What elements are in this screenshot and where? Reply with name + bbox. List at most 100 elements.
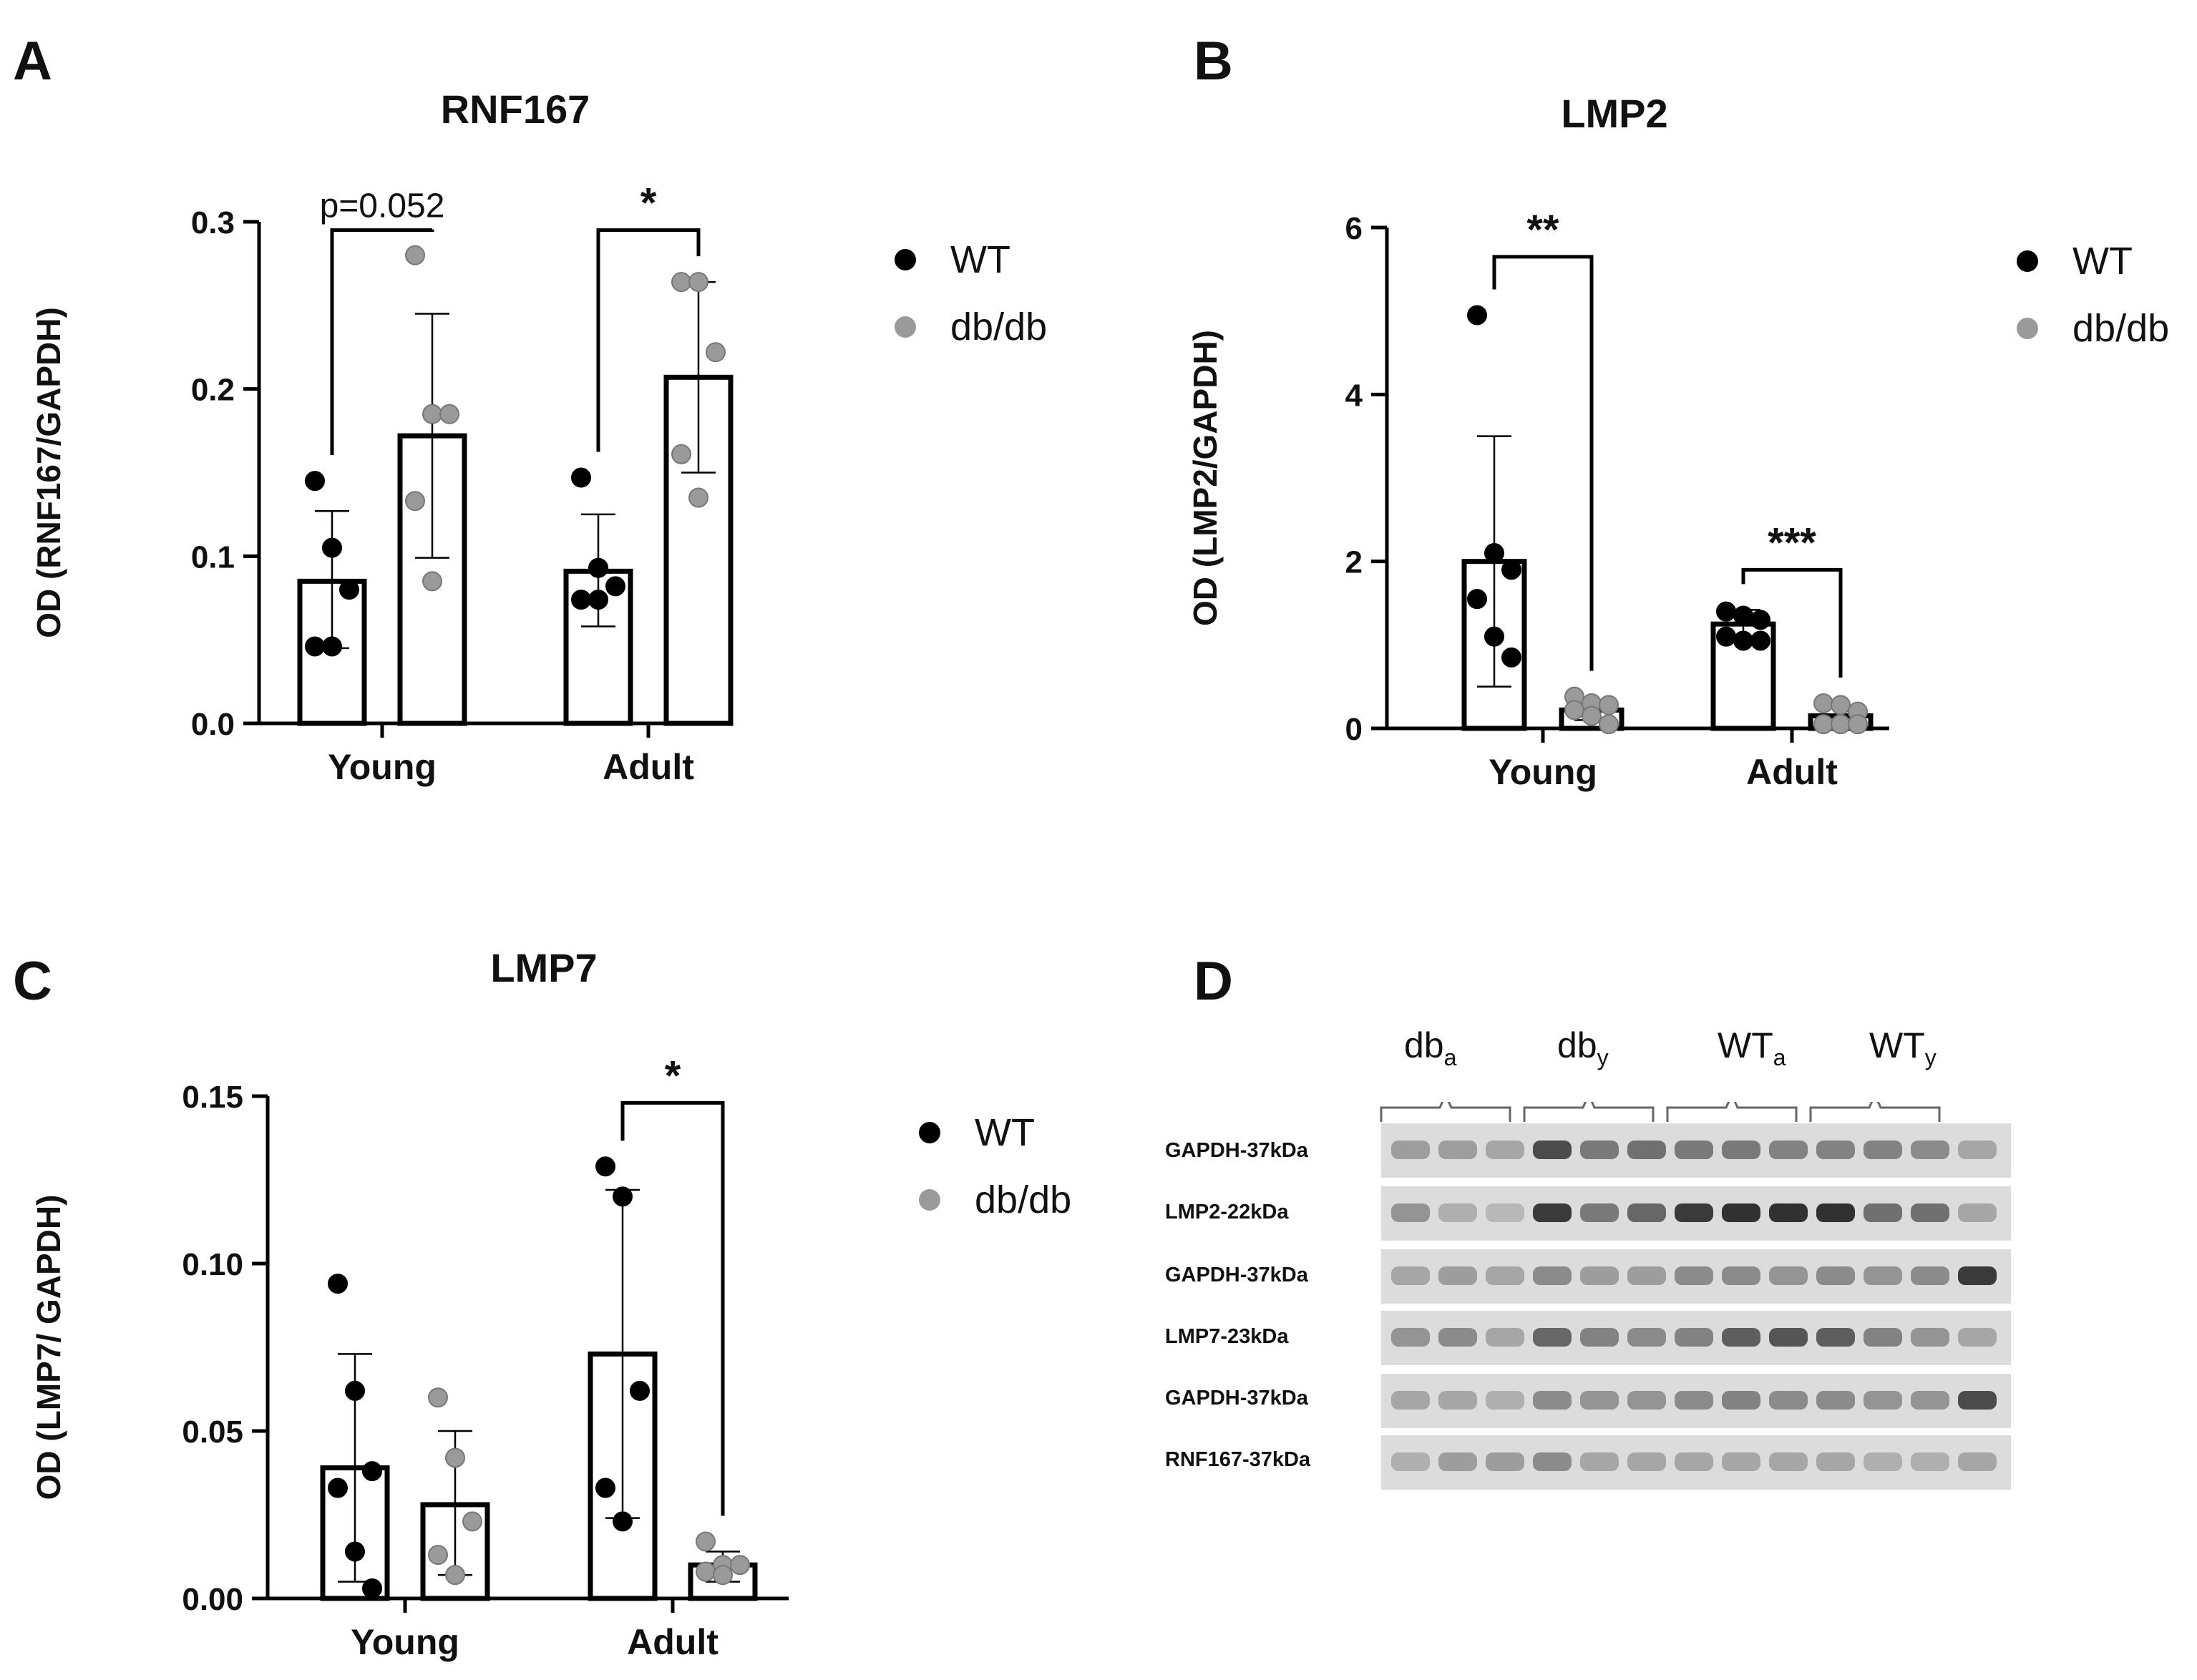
chart-title: LMP2 xyxy=(1561,91,1667,136)
data-point xyxy=(328,1478,348,1498)
x-tick-label: Adult xyxy=(1746,752,1838,792)
x-tick-label: Adult xyxy=(603,747,694,787)
data-point xyxy=(362,1461,382,1482)
blot-band xyxy=(1722,1203,1760,1222)
data-point xyxy=(1831,695,1851,716)
data-point xyxy=(696,1561,716,1582)
blot-band xyxy=(1580,1203,1619,1222)
blot-group-db-adult: dba xyxy=(1404,1025,1457,1070)
blot-band xyxy=(1486,1203,1524,1222)
blot-row-label: GAPDH-37kDa xyxy=(1165,1264,1308,1286)
y-tick-label: 4 xyxy=(1345,378,1363,413)
blot-band xyxy=(1722,1328,1760,1347)
data-point xyxy=(1484,543,1504,563)
data-point xyxy=(588,590,608,610)
blot-band xyxy=(1722,1266,1760,1285)
blot-band xyxy=(1769,1391,1808,1410)
blot-band xyxy=(1911,1328,1949,1347)
data-point xyxy=(588,557,608,578)
significance-label: * xyxy=(665,1053,681,1099)
panel-letter-a: A xyxy=(13,31,52,92)
legend-label-db: db/db xyxy=(975,1178,1072,1221)
panel-letter-d: D xyxy=(1194,951,1233,1012)
blot-band xyxy=(1580,1266,1619,1285)
blot-band xyxy=(1816,1266,1855,1285)
blot-band xyxy=(1438,1452,1477,1471)
data-point xyxy=(713,1565,733,1586)
legend-item-db: db/db xyxy=(919,1166,1071,1234)
data-point xyxy=(345,1380,365,1401)
blot-band xyxy=(1722,1141,1760,1159)
blot-band xyxy=(1486,1391,1524,1410)
significance-label: *** xyxy=(1768,519,1816,566)
blot-band xyxy=(1675,1203,1713,1222)
data-point xyxy=(605,576,625,597)
blot-band xyxy=(1722,1391,1760,1410)
data-point xyxy=(1501,560,1521,580)
blot-band xyxy=(1438,1328,1477,1347)
blot-band xyxy=(1958,1266,1997,1285)
blot-group-wt-adult: WTa xyxy=(1718,1025,1786,1070)
data-point xyxy=(730,1555,750,1576)
blot-group-bracket xyxy=(1523,1102,1655,1122)
blot-band xyxy=(1675,1266,1713,1285)
y-tick-label: 0.2 xyxy=(191,373,235,408)
blot-band xyxy=(1438,1141,1477,1159)
x-tick-label: Young xyxy=(328,747,437,787)
blot-band xyxy=(1438,1391,1477,1410)
data-point xyxy=(405,245,425,265)
legend-label-db: db/db xyxy=(950,306,1048,348)
blot-band xyxy=(1391,1141,1430,1159)
data-point xyxy=(439,404,459,424)
data-point xyxy=(688,272,708,293)
db-marker-icon xyxy=(2017,318,2038,339)
wt-marker-icon xyxy=(2017,250,2038,272)
data-point xyxy=(1467,305,1487,326)
blot-row-label: LMP7-23kDa xyxy=(1165,1325,1289,1348)
blot-band xyxy=(1816,1203,1855,1222)
blot-group-db-young: dby xyxy=(1557,1025,1609,1070)
blot-band xyxy=(1438,1266,1477,1285)
blot-group-bracket xyxy=(1380,1102,1511,1122)
data-point xyxy=(428,1387,448,1408)
blot-band xyxy=(1675,1452,1713,1471)
blot-band xyxy=(1391,1266,1430,1285)
data-point xyxy=(595,1156,615,1177)
legend-a: WT db/db xyxy=(895,226,1047,361)
blot-band xyxy=(1391,1203,1430,1222)
blot-band xyxy=(1533,1141,1572,1159)
y-tick-label: 6 xyxy=(1345,211,1363,246)
data-point xyxy=(595,1478,615,1498)
data-point xyxy=(305,471,325,492)
data-point xyxy=(405,491,425,512)
blot-band xyxy=(1816,1452,1855,1471)
blot-group-bracket xyxy=(1809,1102,1941,1122)
legend-item-wt: WT xyxy=(895,226,1047,293)
data-point xyxy=(613,1511,633,1532)
y-axis-label: OD (LMP2/GAPDH) xyxy=(1187,330,1224,626)
blot-band xyxy=(1391,1328,1430,1347)
significance-bracket xyxy=(596,228,701,452)
blot-band xyxy=(1816,1391,1855,1410)
legend-item-wt: WT xyxy=(919,1099,1071,1166)
blot-band xyxy=(1627,1452,1666,1471)
data-point xyxy=(422,404,442,424)
y-tick-label: 0.0 xyxy=(191,707,235,742)
y-tick-label: 0 xyxy=(1345,712,1363,747)
blot-band xyxy=(1769,1203,1808,1222)
chart-title: LMP7 xyxy=(490,945,597,990)
blot-band xyxy=(1438,1203,1477,1222)
blot-band xyxy=(1722,1452,1760,1471)
y-tick-label: 0.3 xyxy=(191,205,235,240)
blot-band xyxy=(1911,1266,1949,1285)
data-point xyxy=(1750,610,1770,630)
significance-bracket xyxy=(1492,255,1594,671)
data-point xyxy=(1467,589,1487,610)
blot-band xyxy=(1533,1266,1572,1285)
y-tick-label: 0.1 xyxy=(191,539,235,575)
data-point xyxy=(362,1578,382,1598)
blot-band xyxy=(1627,1328,1666,1347)
significance-bracket xyxy=(330,228,434,456)
legend-label-wt: WT xyxy=(975,1111,1035,1154)
